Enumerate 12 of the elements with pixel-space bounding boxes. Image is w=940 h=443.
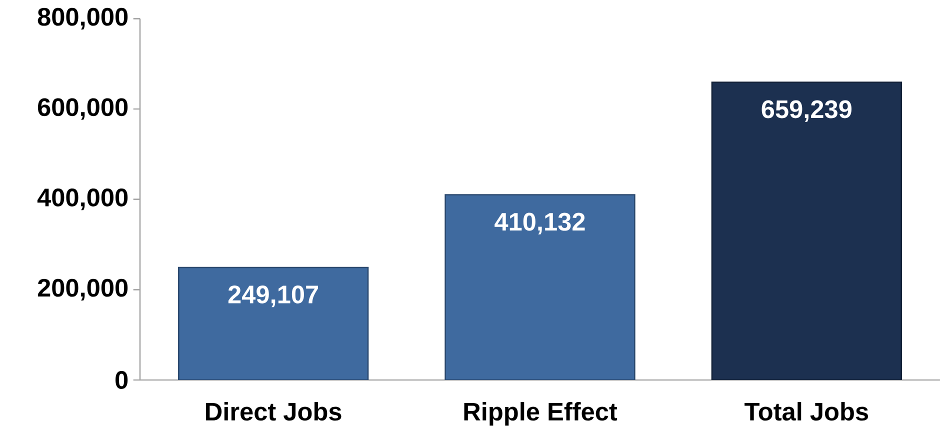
data-label: 249,107 <box>228 286 318 308</box>
data-label: 659,239 <box>762 100 852 122</box>
bar <box>444 194 636 380</box>
y-tick-label: 0 <box>116 371 128 390</box>
y-tick-label: 400,000 <box>37 188 128 210</box>
x-tick-label: Ripple Effect <box>464 402 618 426</box>
y-tick-label: 800,000 <box>38 8 128 30</box>
y-tick-label: 200,000 <box>38 279 128 301</box>
y-tick-label: 600,000 <box>38 98 128 120</box>
x-tick-label: Total Jobs <box>744 402 868 421</box>
data-label: 410,132 <box>494 212 585 235</box>
x-tick-label: Direct Jobs <box>206 402 342 421</box>
